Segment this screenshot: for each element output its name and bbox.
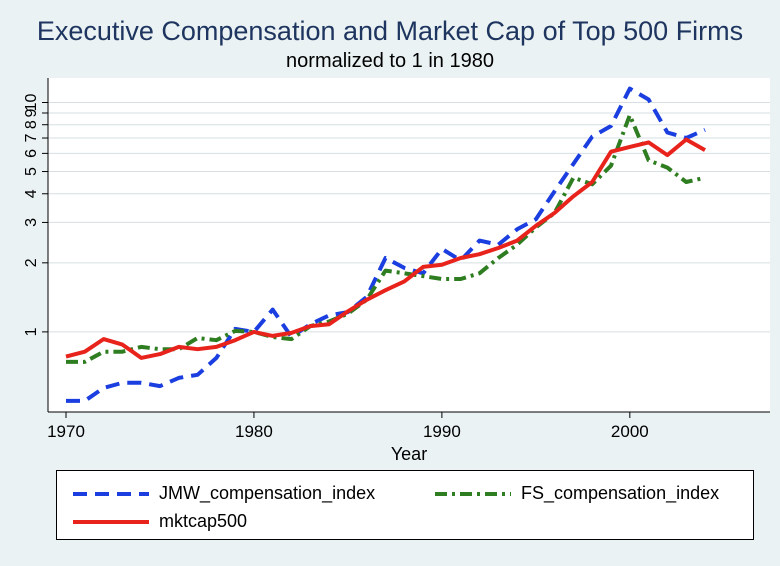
series-lines <box>65 86 706 403</box>
legend: JMW_compensation_index FS_compensation_i… <box>56 470 754 540</box>
y-tick-label: 4 <box>23 189 40 198</box>
legend-swatch-fs <box>435 491 511 496</box>
y-tick-label: 5 <box>23 167 40 176</box>
series-line-2 <box>65 137 706 360</box>
series-line-0 <box>66 86 706 403</box>
y-tick-label: 9 <box>23 108 40 117</box>
y-tick-label: 8 <box>23 120 40 129</box>
x-tick-label: 1980 <box>235 422 273 441</box>
y-tick-label: 3 <box>23 218 40 227</box>
legend-item-mktcap: mktcap500 <box>71 511 247 532</box>
legend-swatch-mktcap <box>73 519 149 524</box>
legend-item-jmw: JMW_compensation_index <box>71 483 375 504</box>
x-tick-label: 2000 <box>611 422 649 441</box>
legend-label-jmw: JMW_compensation_index <box>159 483 376 503</box>
chart-subtitle: normalized to 1 in 1980 <box>286 50 494 72</box>
x-axis-label: Year <box>391 444 427 464</box>
legend-swatch-jmw <box>73 491 149 496</box>
x-tick-label: 1970 <box>47 422 85 441</box>
axes: 1 2 3 4 5 6 7 8 910 1970 1980 1990 2000 <box>23 78 770 441</box>
legend-item-fs: FS_compensation_index <box>433 483 719 504</box>
chart-canvas: 1 2 3 4 5 6 7 8 910 1970 1980 1990 2000 Year <box>23 78 770 464</box>
x-tick-label: 1990 <box>423 422 461 441</box>
legend-label-fs: FS_compensation_index <box>521 483 720 503</box>
y-tick-label: 7 <box>23 133 40 142</box>
gridlines <box>48 101 770 333</box>
chart-title: Executive Compensation and Market Cap of… <box>36 16 744 46</box>
y-tick-label: 1 <box>23 327 40 336</box>
y-tick-label: 10 <box>23 93 40 111</box>
plot-area <box>48 78 770 412</box>
y-tick-label: 2 <box>23 258 40 267</box>
legend-label-mktcap: mktcap500 <box>159 511 248 531</box>
y-tick-label: 6 <box>23 149 40 158</box>
